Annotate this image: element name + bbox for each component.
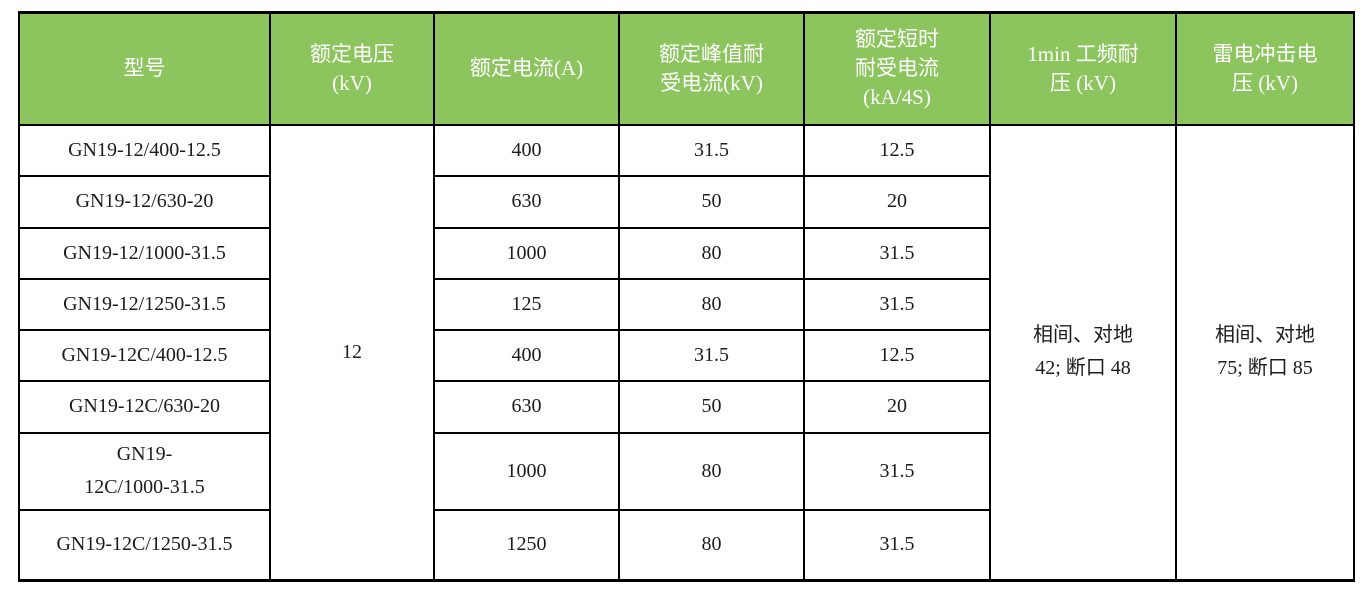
cell-model: GN19-12/400-12.5 <box>18 123 271 177</box>
cell-short: 31.5 <box>803 431 991 511</box>
cell-peak: 31.5 <box>618 328 805 382</box>
table-row: GN19-12/1250-31.5 125 80 31.5 <box>18 277 1354 331</box>
cell-short: 31.5 <box>803 226 991 280</box>
spec-table: 型号 额定电压 (kV) 额定电流(A) 额定峰值耐 受电流(kV) 额定短时 … <box>18 11 1355 582</box>
cell-current: 1250 <box>433 508 620 582</box>
header-peak-withstand: 额定峰值耐 受电流(kV) <box>618 11 805 126</box>
cell-short: 31.5 <box>803 508 991 582</box>
cell-peak: 80 <box>618 508 805 582</box>
cell-model: GN19-12C/400-12.5 <box>18 328 271 382</box>
cell-short: 12.5 <box>803 328 991 382</box>
cell-peak: 31.5 <box>618 123 805 177</box>
header-power-freq-withstand: 1min 工频耐 压 (kV) <box>989 11 1177 126</box>
cell-peak: 50 <box>618 174 805 229</box>
cell-short: 20 <box>803 174 991 229</box>
cell-current: 630 <box>433 379 620 434</box>
cell-peak: 50 <box>618 379 805 434</box>
cell-model: GN19-12/1250-31.5 <box>18 277 271 331</box>
table-row: GN19- 12C/1000-31.5 1000 80 31.5 <box>18 431 1354 511</box>
cell-model: GN19-12/630-20 <box>18 174 271 229</box>
cell-short: 31.5 <box>803 277 991 331</box>
table-row: GN19-12C/1250-31.5 1250 80 31.5 <box>18 508 1354 582</box>
cell-lightning-merged: 相间、对地 75; 断口 85 <box>1175 123 1355 582</box>
table-row: GN19-12/1000-31.5 1000 80 31.5 <box>18 226 1354 280</box>
cell-peak: 80 <box>618 277 805 331</box>
cell-peak: 80 <box>618 431 805 511</box>
table-header: 型号 额定电压 (kV) 额定电流(A) 额定峰值耐 受电流(kV) 额定短时 … <box>18 11 1355 126</box>
cell-model: GN19-12/1000-31.5 <box>18 226 271 280</box>
cell-power-freq-merged: 相间、对地 42; 断口 48 <box>989 123 1177 582</box>
cell-current: 1000 <box>433 431 620 511</box>
cell-rated-voltage-merged: 12 <box>269 123 435 582</box>
cell-current: 125 <box>433 277 620 331</box>
cell-peak: 80 <box>618 226 805 280</box>
header-lightning-impulse: 雷电冲击电 压 (kV) <box>1175 11 1355 126</box>
header-rated-voltage: 额定电压 (kV) <box>269 11 435 126</box>
header-model: 型号 <box>18 11 271 126</box>
cell-short: 12.5 <box>803 123 991 177</box>
table-row: GN19-12C/630-20 630 50 20 <box>18 379 1354 434</box>
table-row: GN19-12C/400-12.5 400 31.5 12.5 <box>18 328 1354 382</box>
cell-model: GN19- 12C/1000-31.5 <box>18 431 271 511</box>
header-short-time-withstand: 额定短时 耐受电流 (kA/4S) <box>803 11 991 126</box>
table-row: GN19-12/630-20 630 50 20 <box>18 174 1354 229</box>
cell-current: 1000 <box>433 226 620 280</box>
cell-short: 20 <box>803 379 991 434</box>
table-body: GN19-12/400-12.5 12 400 31.5 12.5 相间、对地 … <box>18 123 1355 582</box>
cell-current: 400 <box>433 328 620 382</box>
cell-current: 630 <box>433 174 620 229</box>
table-row: GN19-12/400-12.5 12 400 31.5 12.5 相间、对地 … <box>18 123 1355 582</box>
header-row: 型号 额定电压 (kV) 额定电流(A) 额定峰值耐 受电流(kV) 额定短时 … <box>18 11 1355 126</box>
header-rated-current: 额定电流(A) <box>433 11 620 126</box>
cell-model: GN19-12C/630-20 <box>18 379 271 434</box>
cell-current: 400 <box>433 123 620 177</box>
cell-model: GN19-12C/1250-31.5 <box>18 508 271 582</box>
